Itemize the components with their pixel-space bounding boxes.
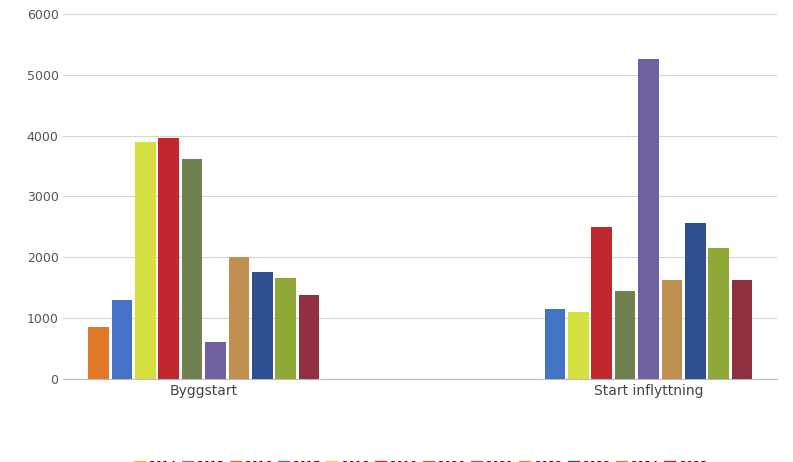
Bar [732, 280, 753, 379]
Bar [638, 60, 659, 379]
Bar [275, 279, 296, 379]
Bar [568, 312, 588, 379]
Bar [205, 342, 226, 379]
Bar [182, 158, 202, 379]
Bar [615, 291, 635, 379]
Bar [88, 327, 109, 379]
Bar [545, 309, 565, 379]
Bar [252, 273, 273, 379]
Bar [661, 280, 682, 379]
Bar [228, 257, 249, 379]
Bar [592, 227, 612, 379]
Bar [708, 248, 729, 379]
Bar [112, 300, 132, 379]
Bar [135, 142, 155, 379]
Bar [299, 295, 320, 379]
Legend: 2014, 2015, 2016, 2017, 2018, 2019, 2020, 2021, 2022, 2023, 2024, 2025: 2014, 2015, 2016, 2017, 2018, 2019, 2020… [129, 456, 711, 462]
Bar [685, 223, 706, 379]
Bar [159, 138, 179, 379]
